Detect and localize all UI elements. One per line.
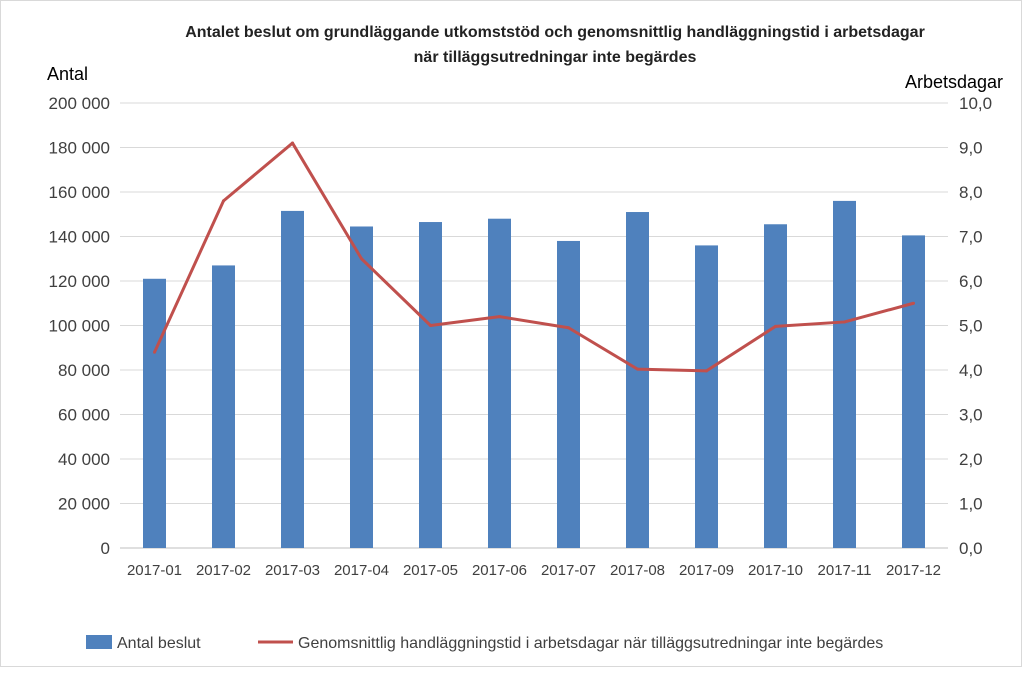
left-tick-label: 100 000 <box>49 317 110 336</box>
bar <box>833 200 856 548</box>
right-axis-title: Arbetsdagar <box>905 72 1003 92</box>
right-tick-label: 6,0 <box>959 272 983 291</box>
line-series <box>153 141 915 373</box>
chart-title-line-1: Antalet beslut om grundläggande utkomsts… <box>185 24 925 41</box>
right-tick-label: 0,0 <box>959 539 983 558</box>
legend-label-antal-beslut: Antal beslut <box>117 635 201 652</box>
right-tick-label: 2,0 <box>959 450 983 469</box>
line-point <box>429 324 432 327</box>
left-tick-label: 80 000 <box>58 361 110 380</box>
bar <box>902 235 925 548</box>
line-point <box>705 369 708 373</box>
left-tick-label: 200 000 <box>49 94 110 113</box>
right-tick-label: 4,0 <box>959 361 983 380</box>
line-point <box>291 141 294 145</box>
line-point <box>912 301 915 305</box>
x-tick-label: 2017-05 <box>403 562 458 579</box>
line-point <box>360 257 363 261</box>
x-tick-label: 2017-01 <box>127 562 182 579</box>
x-axis-ticks: 2017-01 2017-02 2017-03 2017-04 2017-05 2017-… <box>127 562 941 579</box>
right-tick-label: 1,0 <box>959 495 983 514</box>
line-point <box>636 367 639 371</box>
x-tick-label: 2017-08 <box>610 562 665 579</box>
left-axis-ticks: 0 20 000 40 000 60 000 80 000 100 000 120 000 1… <box>49 94 110 558</box>
legend-swatch-antal-beslut <box>86 635 112 649</box>
line-point <box>153 350 156 354</box>
x-tick-label: 2017-06 <box>472 562 527 579</box>
x-tick-label: 2017-03 <box>265 562 320 579</box>
left-tick-label: 60 000 <box>58 406 110 425</box>
right-tick-label: 3,0 <box>959 406 983 425</box>
right-axis-ticks: 0,0 1,0 2,0 3,0 4,0 5,0 6,0 7,0 8,0 9,0 10,0 <box>959 94 992 558</box>
line-point <box>774 324 777 328</box>
line-point <box>498 315 501 319</box>
x-tick-label: 2017-12 <box>886 562 941 579</box>
bar <box>419 222 442 548</box>
x-tick-label: 2017-10 <box>748 562 803 579</box>
bar <box>764 224 787 548</box>
legend: Antal beslut Genomsnittlig handläggnings… <box>86 635 883 652</box>
chart-title: Antalet beslut om grundläggande utkomsts… <box>185 24 925 66</box>
x-tick-label: 2017-02 <box>196 562 251 579</box>
left-tick-label: 140 000 <box>49 228 110 247</box>
bar <box>143 278 166 548</box>
line-point <box>843 320 846 324</box>
line-point <box>222 199 225 203</box>
bar <box>212 265 235 548</box>
series-line <box>153 141 914 373</box>
bar <box>626 212 649 548</box>
bar <box>350 226 373 549</box>
x-tick-label: 2017-09 <box>679 562 734 579</box>
legend-label-handlaggningstid: Genomsnittlig handläggningstid i arbetsd… <box>298 635 883 652</box>
bar <box>695 245 718 548</box>
left-tick-label: 120 000 <box>49 272 110 291</box>
gridlines <box>120 102 948 549</box>
x-tick-label: 2017-04 <box>334 562 389 579</box>
bar <box>557 240 580 548</box>
left-tick-label: 0 <box>101 539 110 558</box>
left-axis-title: Antal <box>47 64 88 84</box>
left-tick-label: 40 000 <box>58 450 110 469</box>
right-tick-label: 8,0 <box>959 183 983 202</box>
left-tick-label: 20 000 <box>58 495 110 514</box>
bar <box>488 218 511 548</box>
left-tick-label: 160 000 <box>49 183 110 202</box>
line-point <box>567 326 570 330</box>
right-tick-label: 7,0 <box>959 228 983 247</box>
right-tick-label: 10,0 <box>959 94 992 113</box>
left-tick-label: 180 000 <box>49 139 110 158</box>
bar <box>281 210 304 548</box>
x-tick-label: 2017-11 <box>818 562 872 579</box>
chart-title-line-2: när tilläggsutredningar inte begärdes <box>414 49 697 66</box>
right-tick-label: 9,0 <box>959 139 983 158</box>
right-tick-label: 5,0 <box>959 317 983 336</box>
bar-series <box>143 200 925 549</box>
x-tick-label: 2017-07 <box>541 562 596 579</box>
